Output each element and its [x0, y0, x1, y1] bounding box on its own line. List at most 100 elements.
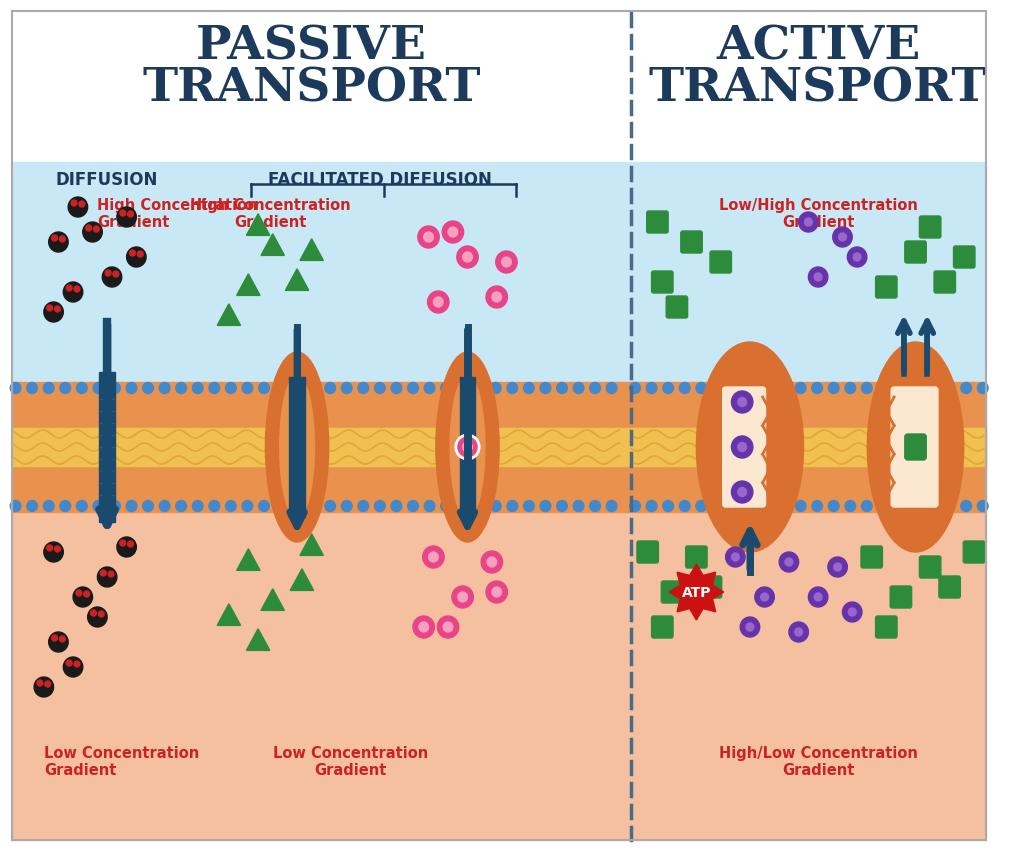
Circle shape	[492, 587, 502, 597]
Circle shape	[944, 383, 955, 394]
Text: Low Concentration
Gradient: Low Concentration Gradient	[44, 745, 199, 777]
Circle shape	[275, 501, 286, 512]
Circle shape	[117, 208, 136, 227]
Circle shape	[100, 570, 106, 576]
Circle shape	[713, 501, 723, 512]
Circle shape	[796, 383, 806, 394]
FancyBboxPatch shape	[891, 388, 938, 508]
Bar	[11, 383, 631, 512]
Circle shape	[10, 501, 20, 512]
Text: FACILITATED DIFFUSION: FACILITATED DIFFUSION	[268, 170, 492, 189]
Circle shape	[109, 572, 114, 578]
Circle shape	[755, 587, 774, 607]
Text: ACTIVE: ACTIVE	[716, 23, 921, 69]
Circle shape	[63, 283, 83, 302]
Circle shape	[292, 501, 302, 512]
Bar	[631, 383, 986, 512]
Circle shape	[502, 258, 511, 268]
FancyBboxPatch shape	[651, 616, 673, 638]
Circle shape	[861, 501, 872, 512]
FancyBboxPatch shape	[876, 277, 897, 299]
FancyBboxPatch shape	[700, 576, 722, 598]
Circle shape	[713, 383, 723, 394]
Text: High Concentration
Gradient: High Concentration Gradient	[97, 198, 258, 230]
Circle shape	[762, 383, 773, 394]
Circle shape	[59, 636, 66, 642]
Circle shape	[737, 443, 746, 452]
Circle shape	[796, 501, 806, 512]
Circle shape	[84, 591, 90, 597]
Circle shape	[911, 383, 922, 394]
FancyBboxPatch shape	[710, 251, 731, 273]
Circle shape	[43, 383, 54, 394]
Circle shape	[745, 501, 757, 512]
Circle shape	[845, 501, 856, 512]
Circle shape	[557, 501, 567, 512]
FancyBboxPatch shape	[890, 586, 911, 608]
Circle shape	[496, 251, 517, 273]
Polygon shape	[261, 234, 285, 256]
Circle shape	[225, 383, 237, 394]
Circle shape	[731, 553, 739, 561]
Circle shape	[507, 383, 518, 394]
Circle shape	[808, 268, 827, 288]
Circle shape	[47, 545, 52, 551]
Circle shape	[130, 250, 135, 256]
Circle shape	[73, 587, 92, 607]
Circle shape	[105, 271, 111, 277]
Circle shape	[458, 592, 468, 602]
Circle shape	[391, 383, 401, 394]
Circle shape	[437, 616, 459, 638]
Circle shape	[878, 501, 889, 512]
Circle shape	[573, 383, 584, 394]
Circle shape	[160, 501, 170, 512]
Circle shape	[44, 302, 63, 323]
Circle shape	[457, 247, 478, 268]
Circle shape	[737, 398, 746, 407]
Circle shape	[834, 563, 842, 572]
Circle shape	[110, 383, 120, 394]
Polygon shape	[300, 239, 324, 261]
Circle shape	[76, 590, 82, 596]
Circle shape	[861, 383, 872, 394]
Bar	[631, 429, 986, 466]
Circle shape	[113, 272, 119, 278]
Circle shape	[778, 501, 790, 512]
Circle shape	[59, 383, 71, 394]
Circle shape	[45, 682, 50, 688]
Circle shape	[795, 628, 803, 636]
Circle shape	[590, 383, 600, 394]
Circle shape	[696, 501, 707, 512]
Circle shape	[259, 501, 269, 512]
Circle shape	[843, 602, 862, 622]
Circle shape	[176, 383, 186, 394]
Circle shape	[67, 660, 72, 666]
Circle shape	[77, 501, 87, 512]
Circle shape	[126, 383, 137, 394]
Circle shape	[745, 383, 757, 394]
Circle shape	[606, 383, 617, 394]
FancyBboxPatch shape	[651, 272, 673, 294]
Text: High Concentration
Gradient: High Concentration Gradient	[190, 198, 351, 230]
Circle shape	[209, 501, 219, 512]
Circle shape	[788, 622, 808, 642]
Circle shape	[458, 501, 468, 512]
Circle shape	[805, 219, 812, 227]
Circle shape	[120, 210, 126, 216]
Circle shape	[573, 501, 584, 512]
Circle shape	[812, 383, 822, 394]
Circle shape	[418, 227, 439, 249]
Circle shape	[391, 501, 401, 512]
Circle shape	[731, 436, 753, 458]
Bar	[99, 372, 115, 522]
Circle shape	[847, 248, 867, 268]
FancyBboxPatch shape	[861, 546, 883, 568]
Text: Low Concentration
Gradient: Low Concentration Gradient	[273, 745, 428, 777]
Circle shape	[63, 657, 83, 677]
Circle shape	[814, 273, 822, 282]
Circle shape	[358, 501, 369, 512]
Circle shape	[944, 501, 955, 512]
Text: High/Low Concentration
Gradient: High/Low Concentration Gradient	[719, 745, 918, 777]
Circle shape	[429, 552, 438, 562]
Circle shape	[507, 501, 518, 512]
